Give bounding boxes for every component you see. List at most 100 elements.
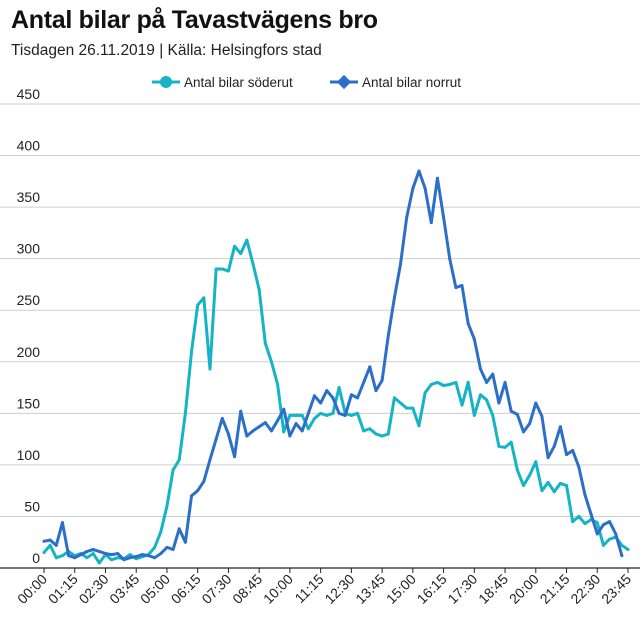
data-point xyxy=(515,412,519,416)
data-point xyxy=(116,552,120,556)
data-point xyxy=(337,411,341,415)
data-point xyxy=(478,367,482,371)
data-point xyxy=(269,360,273,364)
data-point xyxy=(509,409,513,413)
data-point xyxy=(91,552,95,556)
x-tick-label: 07:30 xyxy=(198,571,234,607)
data-point xyxy=(411,406,415,410)
data-point xyxy=(614,532,618,536)
data-point xyxy=(110,558,114,562)
data-point xyxy=(196,303,200,307)
data-point xyxy=(399,262,403,266)
x-tick-label: 12:30 xyxy=(321,571,357,607)
data-point xyxy=(48,543,52,547)
data-point xyxy=(251,429,255,433)
data-point xyxy=(288,434,292,438)
x-tick-label: 08:45 xyxy=(229,571,265,607)
data-point xyxy=(300,429,304,433)
data-point xyxy=(325,413,329,417)
data-point xyxy=(251,262,255,266)
y-tick-label: 50 xyxy=(24,498,40,514)
data-point xyxy=(319,401,323,405)
data-point xyxy=(79,553,83,557)
data-point xyxy=(306,427,310,431)
data-point xyxy=(509,440,513,444)
x-tick-label: 16:15 xyxy=(414,571,450,607)
data-point xyxy=(349,393,353,397)
data-point xyxy=(42,539,46,543)
x-tick-label: 17:30 xyxy=(444,571,480,607)
x-tick-label: 21:15 xyxy=(537,571,573,607)
data-point xyxy=(429,382,433,386)
data-point xyxy=(214,267,218,271)
data-point xyxy=(214,437,218,441)
data-point xyxy=(442,215,446,219)
data-point xyxy=(435,176,439,180)
legend: Antal bilar söderut Antal bilar norrut xyxy=(152,74,461,90)
data-point xyxy=(356,411,360,415)
data-point xyxy=(208,367,212,371)
data-point xyxy=(454,380,458,384)
data-point xyxy=(337,386,341,390)
x-tick-label: 03:45 xyxy=(106,571,142,607)
data-point xyxy=(540,489,544,493)
data-point xyxy=(552,444,556,448)
data-point xyxy=(276,382,280,386)
data-point xyxy=(571,520,575,524)
data-point xyxy=(595,532,599,536)
data-point xyxy=(288,413,292,417)
data-point xyxy=(73,556,77,560)
data-point xyxy=(349,413,353,417)
data-point xyxy=(171,468,175,472)
data-point xyxy=(466,322,470,326)
data-point xyxy=(263,421,267,425)
data-point xyxy=(608,537,612,541)
data-point xyxy=(626,547,630,551)
data-point xyxy=(405,406,409,410)
series-lines xyxy=(42,169,630,565)
x-tick-label: 01:15 xyxy=(45,571,81,607)
data-point xyxy=(276,419,280,423)
data-point xyxy=(257,425,261,429)
data-point xyxy=(448,257,452,261)
data-point xyxy=(534,460,538,464)
data-point xyxy=(497,401,501,405)
data-point xyxy=(190,494,194,498)
data-point xyxy=(220,416,224,420)
data-point xyxy=(122,558,126,562)
data-point xyxy=(442,383,446,387)
data-point xyxy=(343,413,347,417)
y-tick-label: 100 xyxy=(17,447,41,463)
data-point xyxy=(67,554,71,558)
data-point xyxy=(147,554,151,558)
data-point xyxy=(423,187,427,191)
data-point xyxy=(239,252,243,256)
data-point xyxy=(485,380,489,384)
data-point xyxy=(220,267,224,271)
data-point xyxy=(196,489,200,493)
data-point xyxy=(528,422,532,426)
data-point xyxy=(368,427,372,431)
data-point xyxy=(417,424,421,428)
data-point xyxy=(54,543,58,547)
data-point xyxy=(153,556,157,560)
data-point xyxy=(460,283,464,287)
data-point xyxy=(534,401,538,405)
data-point xyxy=(405,215,409,219)
data-point xyxy=(546,456,550,460)
legend-label-south: Antal bilar söderut xyxy=(184,75,293,90)
data-point xyxy=(282,430,286,434)
data-point xyxy=(190,349,194,353)
data-point xyxy=(497,444,501,448)
data-point xyxy=(423,391,427,395)
data-point xyxy=(239,409,243,413)
x-tick-label: 23:45 xyxy=(598,571,634,607)
data-point xyxy=(233,455,237,459)
chart-subtitle: Tisdagen 26.11.2019 | Källa: Helsingfors… xyxy=(11,42,322,59)
data-point xyxy=(202,296,206,300)
y-tick-label: 200 xyxy=(17,344,41,360)
data-point xyxy=(233,244,237,248)
series-line xyxy=(42,238,630,565)
data-point xyxy=(91,547,95,551)
series-south xyxy=(42,238,630,565)
